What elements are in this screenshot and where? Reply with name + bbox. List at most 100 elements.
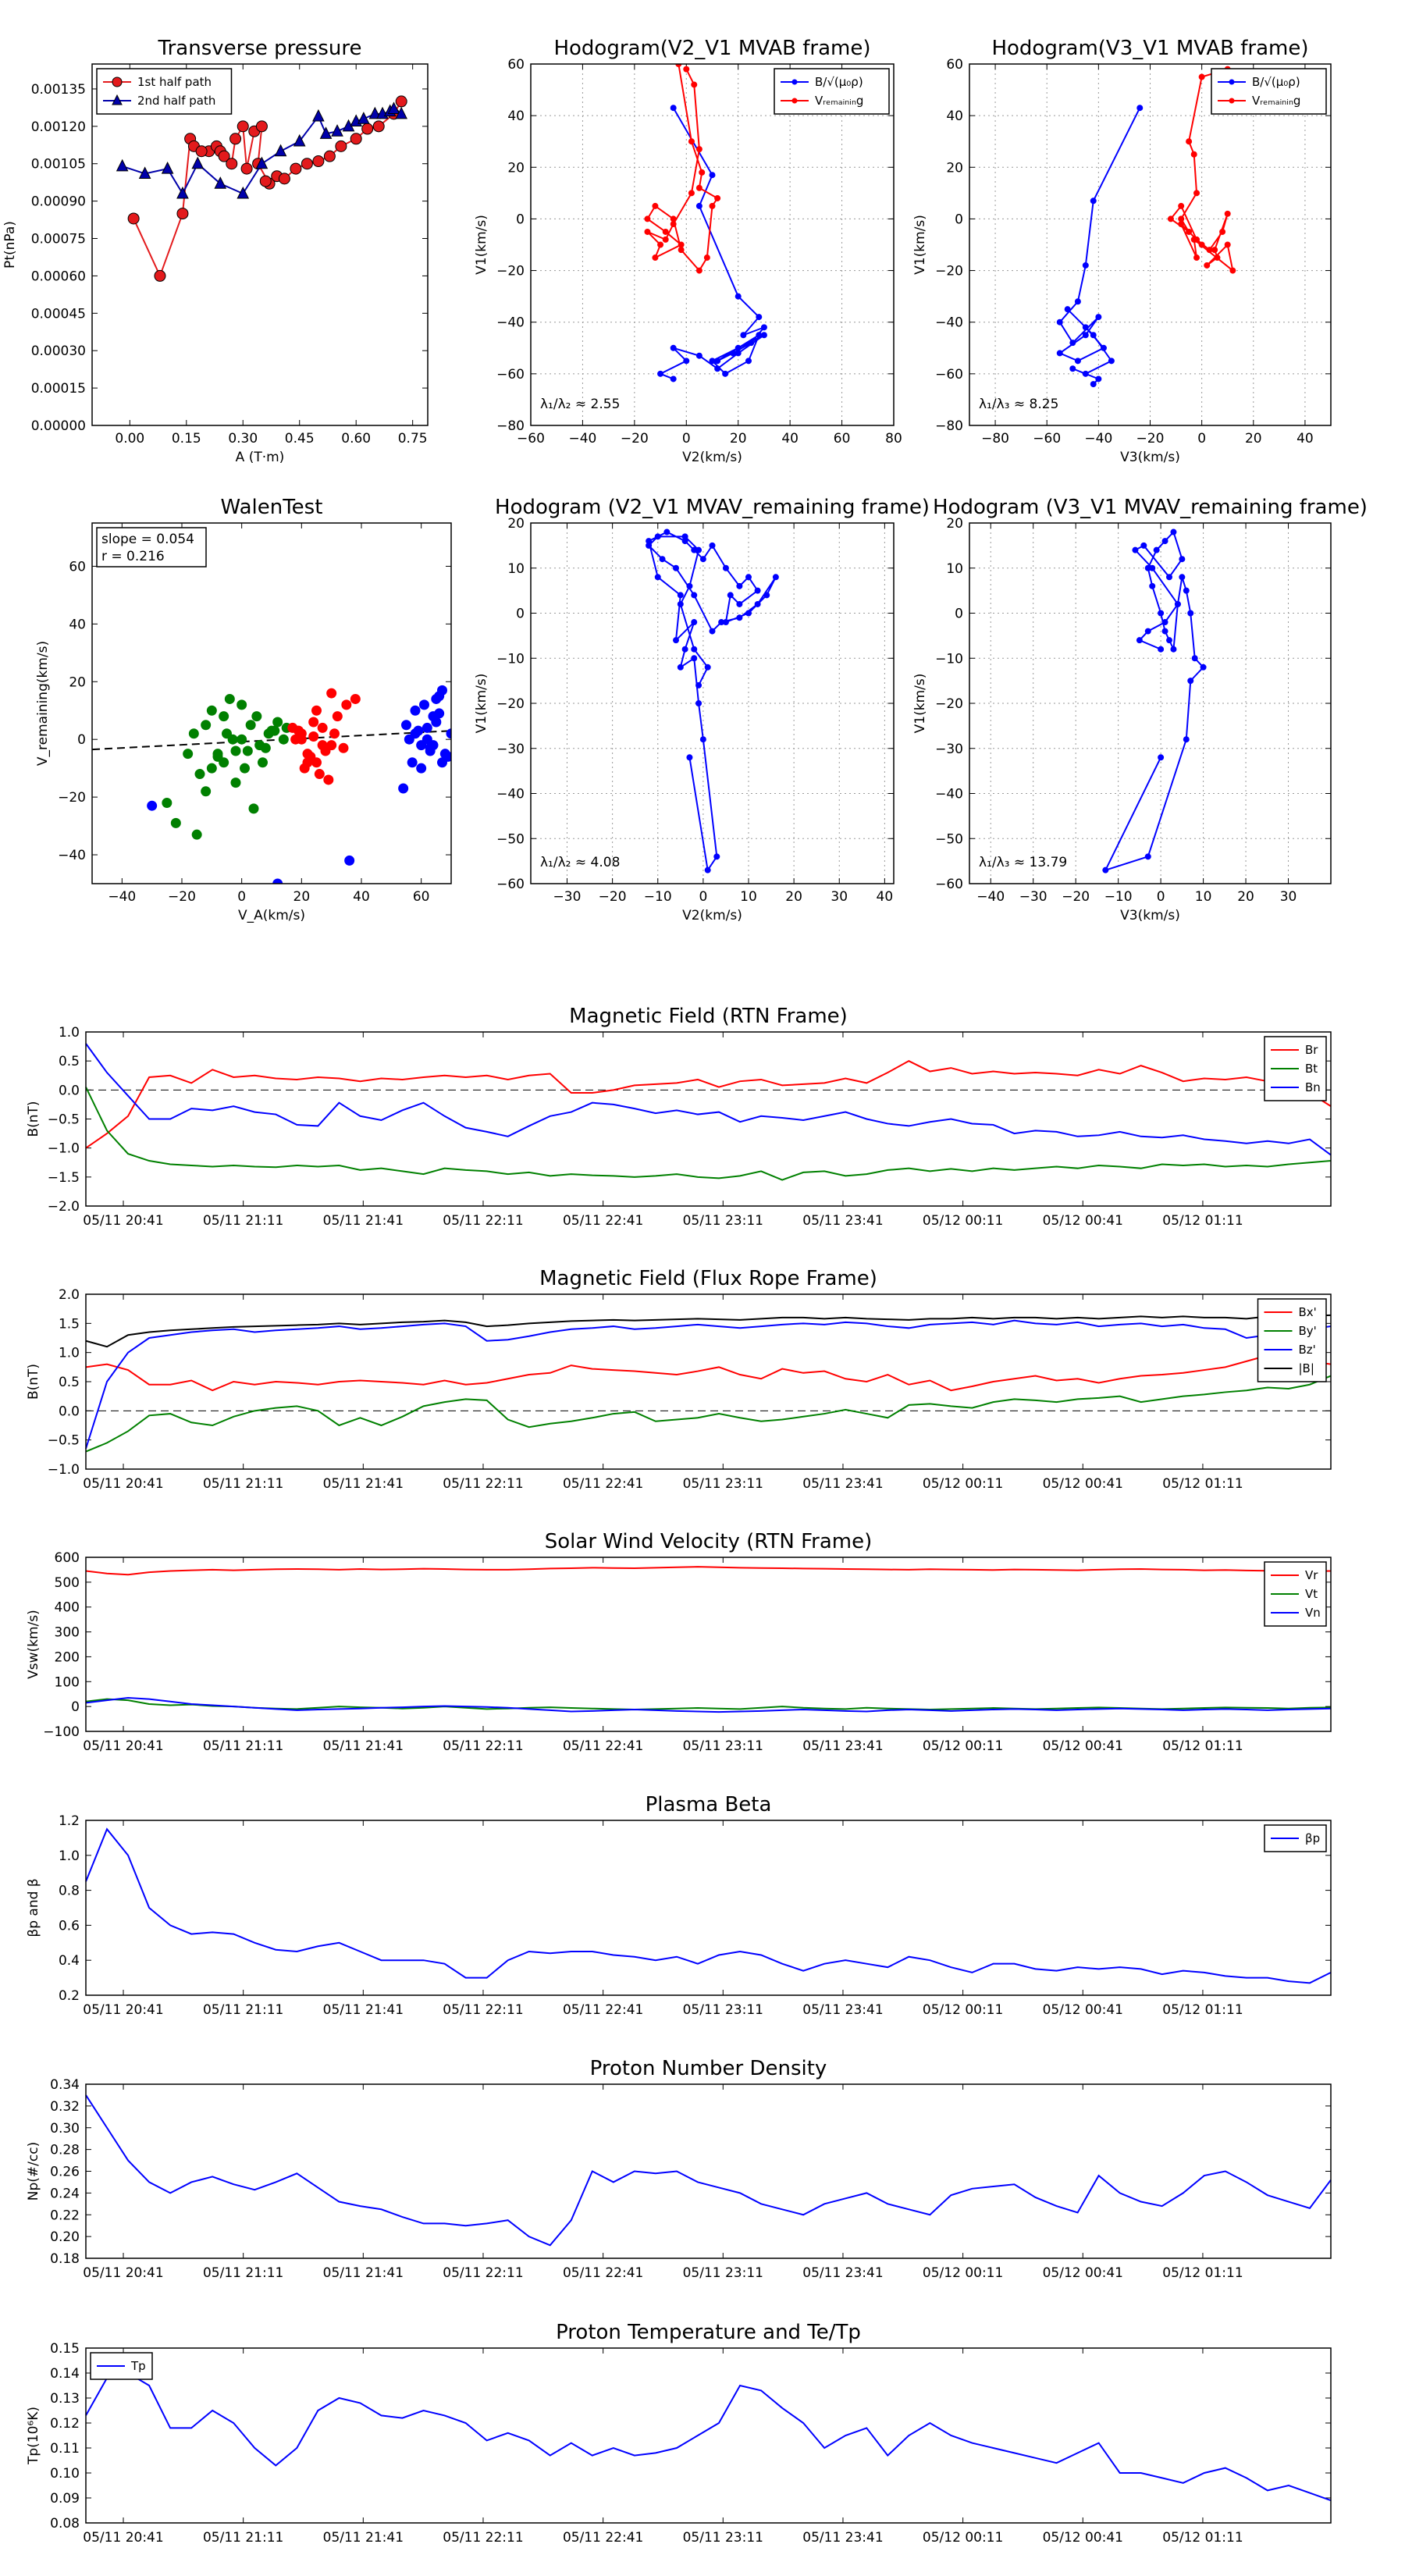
series-v-g (644, 64, 721, 274)
data-point (1166, 574, 1173, 581)
data-point (740, 332, 747, 339)
x-axis-label: V_A(km/s) (238, 908, 305, 923)
data-point (735, 350, 742, 357)
data-point (1158, 754, 1165, 761)
x-tick-label: 05/11 21:41 (323, 1738, 404, 1754)
series-blue (147, 685, 451, 884)
chart-title: Hodogram(V2_V1 MVAB frame) (553, 37, 870, 60)
y-tick-label: 0.00075 (31, 232, 86, 247)
data-point (446, 728, 451, 739)
data-point (229, 133, 242, 145)
axis-ticks: 05/11 20:41 05/11 21:11 05/11 21:41 05/11 2… (43, 1550, 1331, 1754)
data-point (372, 120, 385, 133)
axis-ticks: 0.00 0.15 0.30 0.45 0.60 0.75 0.00000 0.00015 0.… (31, 64, 428, 447)
data-point (240, 162, 253, 175)
series-line (1104, 530, 1204, 872)
data-point (191, 829, 202, 840)
gridlines (530, 63, 895, 426)
data-point (258, 757, 268, 768)
x-tick-label: 05/11 20:41 (83, 2530, 163, 2546)
data-point (663, 528, 670, 535)
data-point (709, 358, 716, 365)
y-tick-label: 0.5 (59, 1054, 80, 1069)
data-point (683, 66, 690, 73)
data-point (662, 228, 669, 235)
legend: Vr Vt Vn (1264, 1561, 1327, 1627)
data-point (760, 332, 767, 339)
data-point (709, 628, 716, 635)
y-tick-label: 300 (55, 1625, 80, 1641)
chart-title: Magnetic Field (RTN Frame) (569, 1005, 848, 1028)
plot-frame (969, 63, 1332, 426)
y-tick-label: 0.34 (50, 2077, 80, 2093)
series-b- (657, 105, 767, 382)
legend-marker (112, 94, 123, 105)
data-point (1179, 574, 1186, 581)
plot-area (644, 64, 767, 382)
x-tick-label: 05/12 01:11 (1162, 1476, 1243, 1492)
y-tick-label: 40 (69, 617, 86, 632)
y-tick-label: 20 (946, 516, 963, 532)
data-point (677, 592, 684, 599)
data-point (237, 186, 250, 199)
data-point (308, 717, 319, 728)
data-point (312, 109, 325, 122)
y-tick-label: 0.5 (59, 1375, 80, 1390)
x-tick-label: 05/11 23:11 (683, 2002, 763, 2018)
data-point (240, 763, 250, 774)
series-2nd-half-path (116, 101, 407, 199)
data-point (670, 221, 677, 228)
data-point (255, 156, 269, 169)
x-tick-label: 05/11 23:41 (802, 1738, 883, 1754)
y-tick-label: −20 (496, 264, 525, 279)
data-point (1108, 358, 1115, 365)
x-tick-label: −40 (108, 889, 136, 905)
data-point (1167, 215, 1174, 222)
data-point (1095, 314, 1102, 321)
y-tick-label: 20 (946, 160, 963, 176)
x-tick-label: 05/11 22:41 (563, 2002, 643, 2018)
data-point (736, 614, 743, 621)
x-tick-label: 0 (682, 431, 691, 447)
x-tick-label: 05/12 00:11 (923, 1476, 1003, 1492)
data-point (659, 556, 666, 563)
axis-ticks: −30 −20 −10 0 10 20 30 40 −60 −50 −40 −30 −20 −10 0 10 2… (496, 516, 894, 905)
y-tick-label: −10 (935, 651, 963, 667)
chart-title: Solar Wind Velocity (RTN Frame) (545, 1530, 872, 1553)
y-tick-label: −40 (496, 787, 525, 802)
x-tick-label: 05/11 21:11 (203, 2002, 283, 2018)
data-point (1136, 105, 1144, 112)
data-point (699, 736, 706, 743)
data-point (1219, 228, 1226, 235)
plot-frame (91, 63, 429, 426)
data-point (161, 161, 174, 174)
data-point (1144, 853, 1151, 860)
x-tick-label: 05/11 23:11 (683, 2530, 763, 2546)
series-v (646, 528, 779, 873)
x-tick-label: 05/11 22:41 (563, 2530, 643, 2546)
y-tick-label: 500 (55, 1575, 80, 1591)
x-tick-label: 0.15 (172, 431, 201, 447)
data-point (254, 740, 265, 751)
data-point (677, 664, 684, 671)
legend-box (774, 68, 890, 115)
series-line-p (85, 1827, 1332, 1984)
y-axis-label: Vsw(km/s) (26, 1610, 41, 1679)
plot-area (1056, 66, 1236, 388)
fit-line (92, 730, 451, 751)
legend-label: Vn (1305, 1606, 1321, 1620)
data-point (1187, 678, 1194, 685)
eigenvalue-ratio-annotation: λ₁/λ₃ ≈ 8.25 (979, 397, 1058, 412)
data-point (709, 202, 716, 209)
x-tick-label: 05/11 20:41 (83, 2002, 163, 2018)
x-tick-label: 80 (885, 431, 902, 447)
data-point (368, 106, 382, 119)
x-tick-label: 05/11 21:41 (323, 1213, 404, 1229)
y-axis-label: V1(km/s) (474, 674, 489, 734)
y-tick-label: 20 (507, 516, 525, 532)
x-tick-label: 0.30 (228, 431, 258, 447)
y-tick-label: 60 (946, 57, 963, 73)
data-point (1170, 528, 1177, 535)
